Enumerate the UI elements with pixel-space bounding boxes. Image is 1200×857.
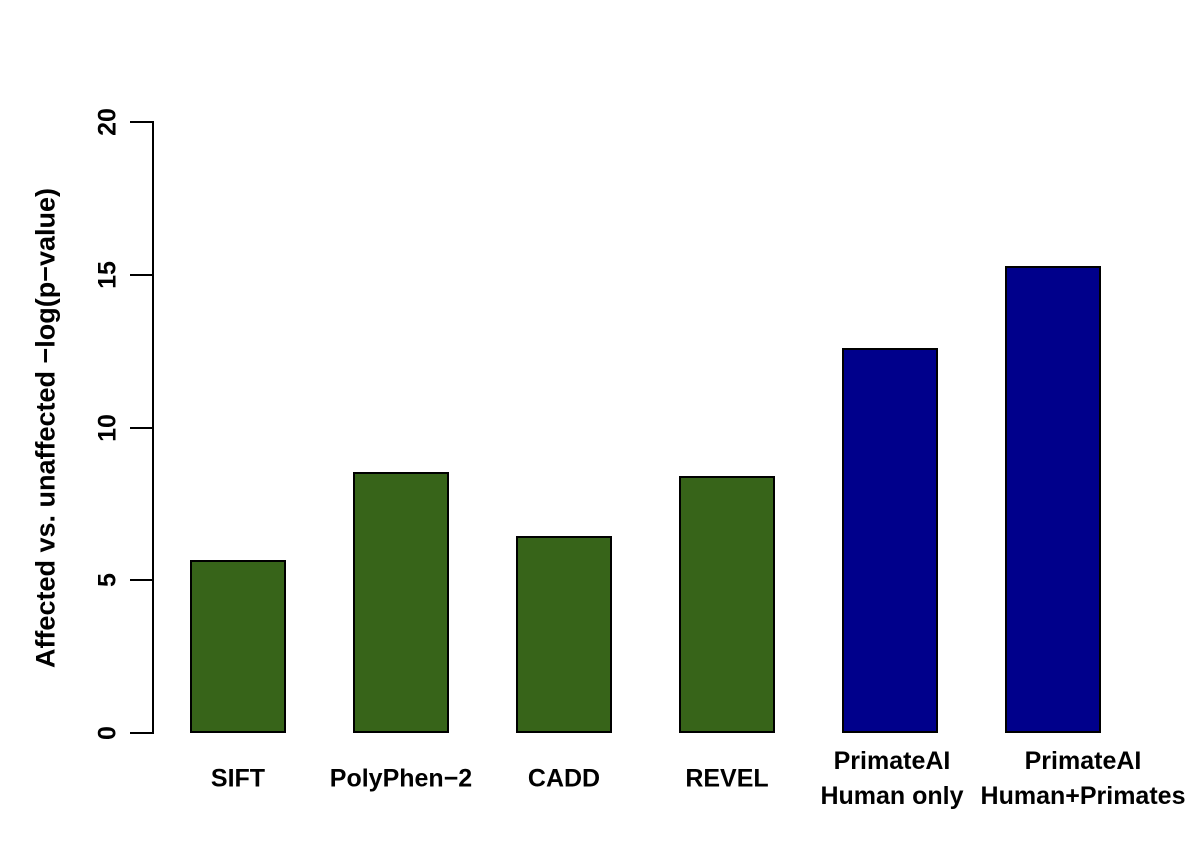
x-label-primateai-human-primates: PrimateAI Human+Primates (980, 747, 1186, 810)
x-label-cadd: CADD (527, 764, 601, 793)
bar-primateai-human-only (842, 348, 938, 733)
y-axis-title: Affected vs. unaffected −log(p−value) (30, 187, 61, 669)
y-tick-label: 0 (93, 726, 122, 740)
y-tick-label: 15 (93, 260, 122, 289)
bar-cadd (516, 535, 612, 733)
y-axis-tick (130, 273, 152, 276)
bar-primateai-human-primates (1005, 265, 1101, 733)
x-label-revel: REVEL (685, 764, 769, 793)
bar-sift (190, 560, 286, 733)
y-tick-label: 5 (93, 573, 122, 588)
y-axis-tick (130, 121, 152, 123)
bar-revel (679, 476, 775, 733)
y-tick-label: 10 (93, 413, 122, 442)
x-label-primateai-human-only: PrimateAI Human only (820, 747, 964, 810)
y-axis-tick (130, 426, 152, 429)
y-axis-tick (130, 579, 152, 582)
y-axis-line (152, 121, 154, 734)
bar-polyphen-2 (353, 471, 449, 733)
x-label-sift: SIFT (210, 764, 266, 793)
x-label-polyphen-2: PolyPhen−2 (329, 764, 473, 793)
y-axis-tick (130, 732, 152, 734)
y-tick-label: 20 (93, 108, 122, 136)
